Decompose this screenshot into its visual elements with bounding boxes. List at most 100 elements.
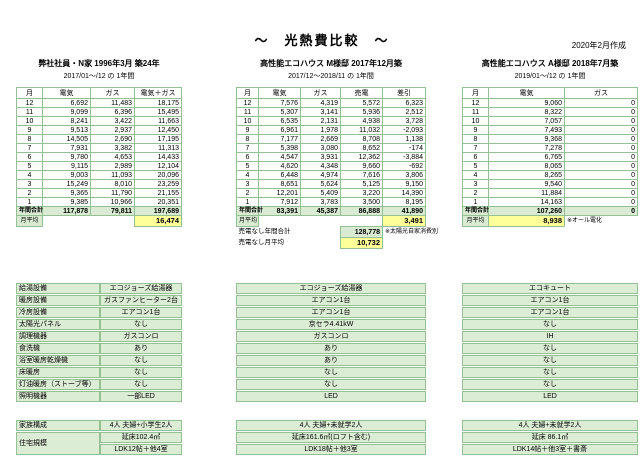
no-sell-average-row: 売電なし月平均 10,732 bbox=[237, 237, 426, 249]
monthly-average-value: 8,938 bbox=[488, 215, 565, 227]
month-row: 10 7,057 0 bbox=[462, 116, 638, 126]
value-cell: 9,365 bbox=[42, 188, 91, 198]
value-cell: 1,138 bbox=[382, 134, 426, 144]
house-name: 弊社社員・N家 1996年3月 築24年 bbox=[38, 59, 160, 68]
annual-total-value: 79,811 bbox=[90, 206, 135, 216]
solar-self-consumption-note: ※太陽光自家消費別 bbox=[385, 229, 439, 236]
annual-total-value: 0 bbox=[564, 206, 638, 216]
value-cell: 8,652 bbox=[340, 143, 383, 153]
value-cell: 5,307 bbox=[258, 107, 301, 117]
month-row: 4 6,448 4,974 7,616 3,806 bbox=[236, 170, 426, 180]
equipment-value: なし bbox=[100, 319, 182, 330]
month-row: 10 8,241 3,422 11,663 bbox=[16, 116, 182, 126]
value-cell: 4,319 bbox=[300, 98, 341, 108]
value-cell: 12,104 bbox=[134, 161, 182, 171]
value-cell: 9,099 bbox=[42, 107, 91, 117]
value-cell: 3,500 bbox=[340, 197, 383, 207]
value-cell: 0 bbox=[564, 98, 638, 108]
value-cell: 11,032 bbox=[340, 125, 383, 135]
month-row: 7 7,931 3,382 11,313 bbox=[16, 143, 182, 153]
equipment-value: エアコン1台 bbox=[462, 295, 638, 306]
value-cell: 12,450 bbox=[134, 125, 182, 135]
equipment-label: 浴室暖房乾燥機 bbox=[16, 355, 100, 366]
monthly-average-row: 月平均 16,474 bbox=[16, 215, 182, 227]
column-header: ガス bbox=[564, 87, 638, 99]
month-cell: 1 bbox=[462, 197, 489, 207]
equipment-value: エアコン1台 bbox=[236, 295, 426, 306]
value-cell: 9,060 bbox=[488, 98, 565, 108]
house-name: 高性能エコハウス M様邸 2017年12月築 bbox=[260, 59, 402, 68]
value-cell: 5,398 bbox=[258, 143, 301, 153]
annual-total-row: 年間合計 83,391 45,387 86,888 41,890 bbox=[236, 206, 426, 216]
equipment-values-middle: エコジョーズ給湯器 エアコン1台 エアコン1台 京セラ4.41kW ガスコンロ あり ありな… bbox=[236, 283, 426, 403]
value-cell: 6,448 bbox=[258, 170, 301, 180]
column-header: ガス bbox=[90, 87, 135, 99]
value-cell: 9,513 bbox=[42, 125, 91, 135]
value-cell: 5,572 bbox=[340, 98, 383, 108]
month-row: 3 9,540 0 bbox=[462, 179, 638, 189]
value-cell: 23,259 bbox=[134, 179, 182, 189]
month-cell: 8 bbox=[236, 134, 259, 144]
family-labels: 家族構成 住宅規模 bbox=[16, 420, 100, 456]
annual-total-value: 41,890 bbox=[382, 206, 426, 216]
value-cell: 5,125 bbox=[340, 179, 383, 189]
value-cell: 3,783 bbox=[300, 197, 341, 207]
value-cell: 14,433 bbox=[134, 152, 182, 162]
equipment-values-right: エコキュート エアコン1台 エアコン1台 なし IH なし なし なし なし LED bbox=[462, 283, 638, 403]
spacer-cell bbox=[259, 216, 301, 227]
annual-total-value: 83,391 bbox=[258, 206, 301, 216]
month-cell: 4 bbox=[462, 170, 489, 180]
value-cell: 4,620 bbox=[258, 161, 301, 171]
value-cell: -2,093 bbox=[382, 125, 426, 135]
column-header: 売電 bbox=[340, 87, 383, 99]
value-cell: 4,547 bbox=[258, 152, 301, 162]
annual-total-value: 86,888 bbox=[340, 206, 383, 216]
house-period: 2019/01～/12 の 1年間 bbox=[514, 73, 586, 80]
equipment-value: ガスファンヒーター2台 bbox=[100, 295, 182, 306]
family-values-right: 4人 夫婦+未就学2人 延床 86.1㎡ LDK14帖＋他3室＋書斎 bbox=[462, 420, 638, 456]
equipment-value: なし bbox=[100, 367, 182, 378]
equipment-value: エコジョーズ給湯器 bbox=[236, 283, 426, 294]
value-cell: 7,057 bbox=[488, 116, 565, 126]
month-cell: 2 bbox=[462, 188, 489, 198]
month-cell: 2 bbox=[16, 188, 43, 198]
value-cell: 2,989 bbox=[90, 161, 135, 171]
house-section-right: 高性能エコハウス A様邸 2018年7月築 2019/01～/12 の 1年間 … bbox=[462, 58, 638, 227]
value-cell: 9,540 bbox=[488, 179, 565, 189]
value-cell: 14,163 bbox=[488, 197, 565, 207]
equipment-label: 照明機器 bbox=[16, 391, 100, 402]
page-title: ～ 光熱費比較 ～ bbox=[254, 33, 390, 48]
column-header: ガス bbox=[300, 87, 341, 99]
month-cell: 9 bbox=[236, 125, 259, 135]
equipment-value: エアコン1台 bbox=[100, 307, 182, 318]
month-row: 2 9,365 11,790 21,155 bbox=[16, 188, 182, 198]
value-cell: 3,141 bbox=[300, 107, 341, 117]
month-row: 11 5,307 3,141 5,936 2,512 bbox=[236, 107, 426, 117]
equipment-label: 灯油暖房（ストーブ等） bbox=[16, 379, 100, 390]
family-value: LDK14帖＋他3室＋書斎 bbox=[462, 444, 638, 455]
header-row: 月電気 ガス bbox=[462, 87, 638, 99]
month-row: 3 15,249 8,010 23,259 bbox=[16, 179, 182, 189]
equipment-label: 調理機器 bbox=[16, 331, 100, 342]
month-cell: 4 bbox=[236, 170, 259, 180]
value-cell: 5,409 bbox=[300, 188, 341, 198]
house-section-middle: 高性能エコハウス M様邸 2017年12月築 2017/12～2018/11 の… bbox=[236, 58, 439, 249]
equipment-value: 一部LED bbox=[100, 391, 182, 402]
value-cell: 6,961 bbox=[258, 125, 301, 135]
value-cell: 0 bbox=[564, 161, 638, 171]
month-cell: 6 bbox=[462, 152, 489, 162]
value-cell: 7,616 bbox=[340, 170, 383, 180]
month-cell: 10 bbox=[236, 116, 259, 126]
annual-total-value: 197,689 bbox=[134, 206, 182, 216]
month-cell: 9 bbox=[16, 125, 43, 135]
value-cell: 2,512 bbox=[382, 107, 426, 117]
family-values-middle: 4人 夫婦+未就学2人 延床161.6㎡(ロフト含む) LDK18帖＋他3室 bbox=[236, 420, 426, 456]
value-cell: 1,978 bbox=[300, 125, 341, 135]
column-header: 差引 bbox=[382, 87, 426, 99]
value-cell: 3,382 bbox=[90, 143, 135, 153]
spacer-cell bbox=[43, 216, 91, 227]
month-cell: 9 bbox=[462, 125, 489, 135]
value-cell: 11,483 bbox=[90, 98, 135, 108]
month-row: 10 6,535 2,131 4,938 3,728 bbox=[236, 116, 426, 126]
family-value: LDK12帖＋他4室 bbox=[100, 444, 182, 455]
